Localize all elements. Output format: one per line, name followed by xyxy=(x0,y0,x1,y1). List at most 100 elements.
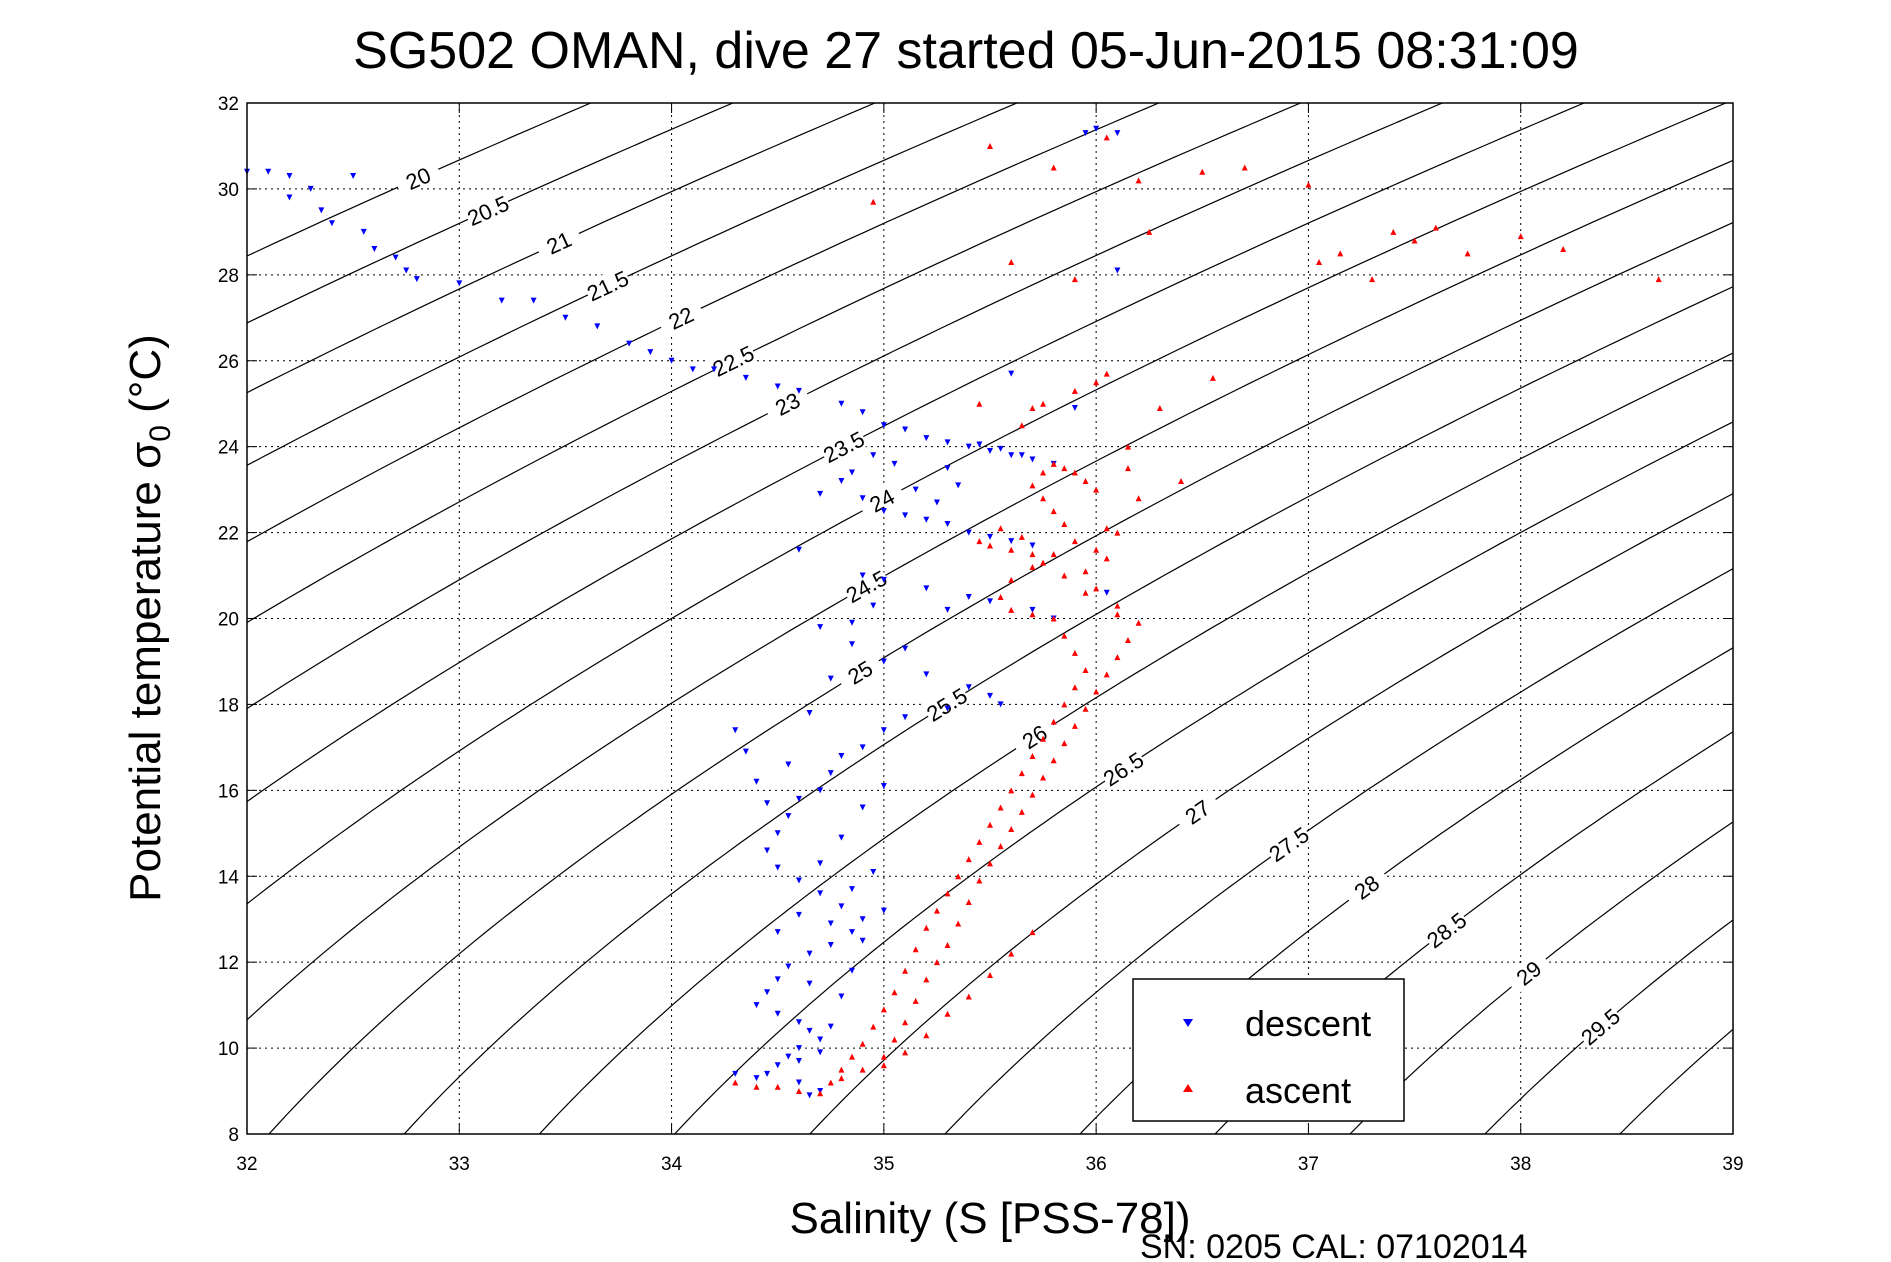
descent-point xyxy=(923,585,930,592)
descent-point xyxy=(318,207,325,214)
descent-point xyxy=(849,619,856,626)
descent-point xyxy=(795,1079,802,1086)
descent-point xyxy=(997,445,1004,452)
ascent-point xyxy=(965,856,972,863)
descent-point xyxy=(902,714,909,721)
ascent-point xyxy=(1199,168,1206,175)
descent-point xyxy=(859,409,866,416)
descent-point xyxy=(923,435,930,442)
ascent-point xyxy=(1103,370,1110,377)
y-axis-title-unit: (°C) xyxy=(121,334,170,413)
descent-point xyxy=(626,340,633,347)
y-tick-label: 20 xyxy=(218,610,239,631)
contour-label-bg xyxy=(582,265,632,304)
descent-point xyxy=(732,1070,739,1077)
ascent-point xyxy=(1103,555,1110,562)
descent-point xyxy=(859,937,866,944)
descent-point xyxy=(838,752,845,759)
descent-point xyxy=(827,1023,834,1030)
density-contour-line xyxy=(247,103,1018,467)
ascent-point xyxy=(827,1079,834,1086)
ascent-point xyxy=(1093,546,1100,553)
ascent-point xyxy=(1050,551,1057,558)
descent-point xyxy=(774,1010,781,1017)
ascent-point xyxy=(1071,684,1078,691)
y-tick-labels: 8 10 12 14 16 18 20 22 24 26 28 30 32 xyxy=(218,94,240,1146)
calibration-footer: SN: 0205 CAL: 07102014 xyxy=(1140,1228,1528,1262)
ascent-point xyxy=(1305,181,1312,188)
ascent-point xyxy=(1124,443,1131,450)
ascent-point xyxy=(965,899,972,906)
descent-point xyxy=(827,770,834,777)
contour-label-bg xyxy=(818,425,868,466)
ascent-point xyxy=(902,967,909,974)
x-tick-labels: 32 33 34 35 36 37 38 39 xyxy=(236,1154,1743,1175)
ascent-point xyxy=(1135,495,1142,502)
y-tick-label: 18 xyxy=(218,695,239,716)
descent-point xyxy=(265,168,272,175)
contour-label-bg xyxy=(921,682,971,725)
ascent-point xyxy=(987,542,993,549)
descent-point xyxy=(912,486,919,493)
ascent-point xyxy=(1071,276,1078,283)
density-contour-line xyxy=(247,103,1443,710)
descent-point xyxy=(965,529,972,536)
x-tick-label: 33 xyxy=(449,1154,470,1175)
ascent-point xyxy=(1018,422,1025,429)
descent-point xyxy=(849,929,856,936)
ascent-point xyxy=(1061,465,1068,472)
legend-ascent-marker xyxy=(1183,1084,1193,1092)
descent-point xyxy=(350,173,357,180)
x-axis-title: Salinity (S [PSS-78]) xyxy=(789,1194,1190,1243)
contour-label-bg xyxy=(1341,864,1391,909)
ascent-point xyxy=(1040,400,1047,407)
ascent-point xyxy=(1008,606,1015,613)
contour-label-bg xyxy=(1421,907,1471,952)
descent-point xyxy=(795,877,802,884)
ascent-point xyxy=(1093,379,1100,386)
descent-point xyxy=(360,228,367,235)
ascent-point xyxy=(1040,559,1047,566)
ascent-point xyxy=(1040,469,1047,476)
ascent-point xyxy=(1241,164,1248,171)
ascent-point xyxy=(1103,525,1110,532)
contour-label-bg xyxy=(462,190,513,229)
descent-point xyxy=(392,254,399,261)
ascent-point xyxy=(859,1040,866,1047)
ascent-point xyxy=(1432,224,1439,231)
ascent-point xyxy=(1061,701,1068,708)
ascent-point xyxy=(1560,246,1567,253)
descent-point xyxy=(838,993,845,1000)
descent-point xyxy=(997,701,1004,708)
y-axis-title-gap xyxy=(121,413,170,425)
ascent-point xyxy=(1390,228,1397,235)
descent-point xyxy=(817,860,824,867)
ascent-point xyxy=(891,1036,898,1043)
descent-point xyxy=(859,916,866,923)
descent-point xyxy=(1114,267,1121,274)
grid-lines xyxy=(247,103,1733,1134)
descent-point xyxy=(891,460,898,467)
descent-point xyxy=(795,1045,802,1052)
y-tick-label: 14 xyxy=(218,867,240,888)
descent-point xyxy=(562,314,569,321)
ascent-point xyxy=(880,1053,887,1060)
ascent-point xyxy=(1517,233,1524,240)
descent-point xyxy=(764,847,771,854)
descent-point xyxy=(849,886,856,893)
ascent-point xyxy=(880,1006,887,1013)
ascent-point xyxy=(1209,374,1216,381)
descent-point xyxy=(859,744,866,751)
descent-point xyxy=(764,989,771,996)
contour-label-bg xyxy=(1172,789,1222,833)
ascent-point xyxy=(891,989,898,996)
legend: descent ascent xyxy=(1132,978,1405,1122)
descent-point xyxy=(774,1062,781,1069)
density-contour-line xyxy=(247,103,1727,905)
ascent-point xyxy=(1124,636,1131,643)
descent-point xyxy=(944,705,951,712)
ascent-point xyxy=(1040,774,1047,781)
ascent-point xyxy=(753,1083,760,1090)
density-contour-line xyxy=(538,352,1733,1134)
ascent-point xyxy=(1029,611,1036,618)
